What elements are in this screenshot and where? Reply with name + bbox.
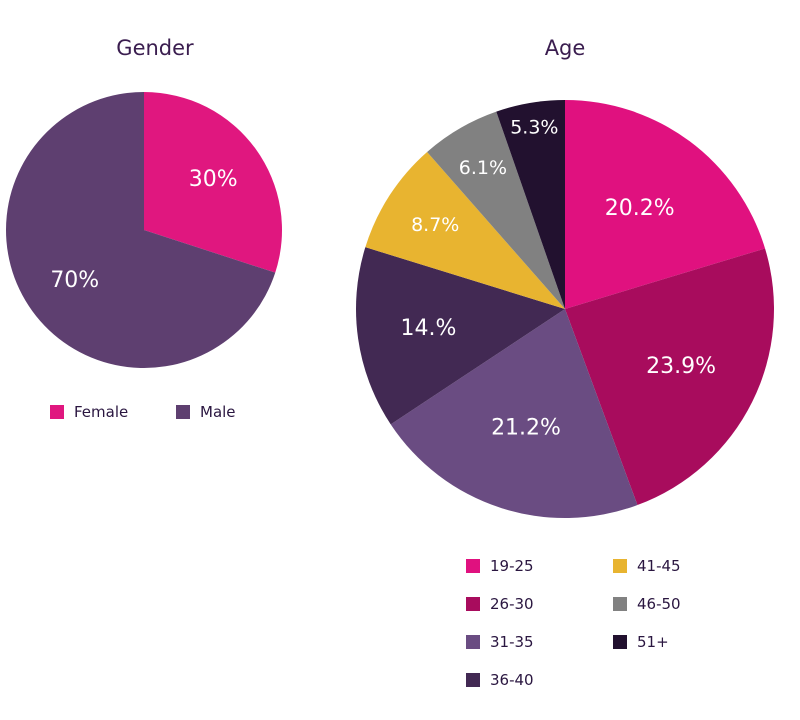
legend-label-male: Male <box>200 403 236 421</box>
age-slice-36-40 <box>355 247 565 425</box>
legend-swatch-36-40 <box>466 673 480 687</box>
gender-slice-female <box>144 92 282 273</box>
legend-label-46-50: 46-50 <box>637 595 681 613</box>
legend-swatch-26-30 <box>466 597 480 611</box>
legend-label-19-25: 19-25 <box>490 557 534 575</box>
age-slice-46-50 <box>427 111 565 310</box>
legend-item-26-30: 26-30 <box>466 594 534 614</box>
age-slice-41-45 <box>365 151 565 309</box>
legend-label-41-45: 41-45 <box>637 557 681 575</box>
age-slice-label-51-plus: 5.3% <box>510 117 558 139</box>
age-slice-51-plus <box>496 100 565 309</box>
gender-slice-label-male: 70% <box>50 268 99 293</box>
legend-label-51-plus: 51+ <box>637 633 669 651</box>
legend-item-41-45: 41-45 <box>613 556 681 576</box>
age-slice-label-41-45: 8.7% <box>411 214 459 236</box>
legend-swatch-19-25 <box>466 559 480 573</box>
gender-chart-title: Gender <box>116 36 194 60</box>
legend-swatch-41-45 <box>613 559 627 573</box>
legend-label-26-30: 26-30 <box>490 595 534 613</box>
legend-label-female: Female <box>74 403 129 421</box>
legend-swatch-51-plus <box>613 635 627 649</box>
legend-swatch-46-50 <box>613 597 627 611</box>
legend-swatch-male <box>176 405 190 419</box>
legend-item-19-25: 19-25 <box>466 556 534 576</box>
age-slice-label-26-30: 23.9% <box>646 354 716 379</box>
gender-slice-male <box>5 92 276 369</box>
legend-swatch-31-35 <box>466 635 480 649</box>
legend-item-male: Male <box>176 402 236 422</box>
gender-slice-label-female: 30% <box>189 167 238 192</box>
legend-item-51-plus: 51+ <box>613 632 669 652</box>
legend-label-31-35: 31-35 <box>490 633 534 651</box>
age-chart-title: Age <box>544 36 586 60</box>
legend-item-36-40: 36-40 <box>466 670 534 690</box>
age-slice-label-19-25: 20.2% <box>605 196 675 221</box>
age-slice-31-35 <box>390 309 638 518</box>
age-slice-19-25 <box>565 100 766 309</box>
age-slice-label-36-40: 14.% <box>400 316 456 341</box>
legend-item-31-35: 31-35 <box>466 632 534 652</box>
age-slice-label-46-50: 6.1% <box>459 157 507 179</box>
legend-label-36-40: 36-40 <box>490 671 534 689</box>
legend-item-46-50: 46-50 <box>613 594 681 614</box>
legend-swatch-female <box>50 405 64 419</box>
legend-item-female: Female <box>50 402 128 422</box>
age-slice-label-31-35: 21.2% <box>491 416 561 441</box>
age-slice-26-30 <box>565 248 774 506</box>
